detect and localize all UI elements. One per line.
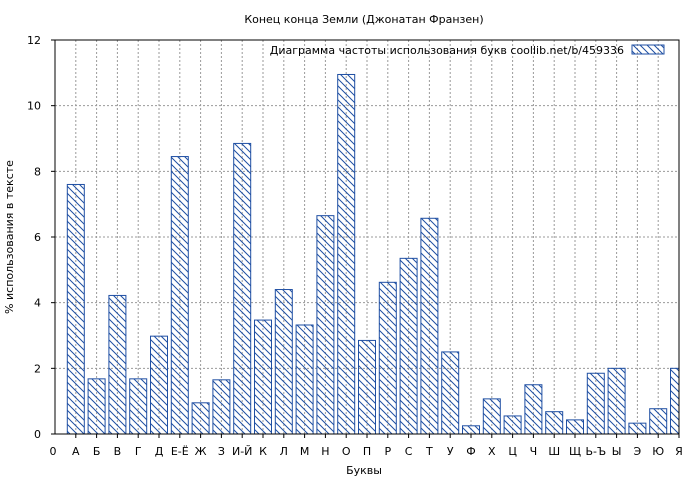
bar-6 (170, 156, 189, 435)
x-tick-label: У (447, 445, 454, 458)
bar-23 (524, 384, 543, 435)
x-tick-label: Б (93, 445, 101, 458)
x-tick-label: Ф (466, 445, 475, 458)
x-tick-label: Ц (508, 445, 517, 458)
bar-1 (66, 183, 85, 435)
x-tick-label: Г (135, 445, 142, 458)
x-tick-label: О (342, 445, 351, 458)
bar-18 (420, 217, 439, 435)
x-tick-label: С (405, 445, 413, 458)
x-tick-label: З (218, 445, 225, 458)
x-tick-label: И-Й (232, 445, 252, 458)
legend-swatch (631, 44, 665, 55)
x-origin-label: 0 (50, 445, 57, 458)
x-tick-label: Я (675, 445, 683, 458)
y-tick-label: 12 (27, 34, 41, 47)
x-tick-label: К (259, 445, 267, 458)
bar-21 (482, 398, 501, 435)
x-axis-ticks: 0 А Б В Г Д Е-Ё Ж З И-Й К Л М Н О П Р С Т У Ф Х Ц Ч Ш Щ Ь-Ъ Ы Э Ю Я (50, 434, 683, 458)
y-tick-label: 6 (34, 231, 41, 244)
x-tick-label: Д (155, 445, 164, 458)
x-tick-label: Э (634, 445, 642, 458)
x-tick-label: Щ (569, 445, 581, 458)
bar-24 (545, 411, 564, 435)
bar-10 (254, 319, 272, 435)
bar-14 (337, 73, 356, 435)
x-tick-label: Н (321, 445, 329, 458)
bar-13 (316, 215, 335, 435)
x-tick-label: Л (280, 445, 288, 458)
bar-16 (378, 281, 397, 435)
bar-5 (150, 335, 168, 435)
bar-7 (191, 402, 210, 435)
y-axis-ticks: 0 2 4 6 8 10 12 (27, 34, 55, 441)
y-tick-label: 10 (27, 100, 41, 113)
bar-2 (87, 378, 106, 435)
y-tick-label: 4 (34, 297, 41, 310)
bar-9 (233, 142, 252, 435)
chart-title: Конец конца Земли (Джонатан Франзен) (244, 13, 483, 26)
x-tick-label: Ш (548, 445, 560, 458)
x-tick-label: П (363, 445, 371, 458)
bar-11 (274, 289, 293, 435)
bar-20 (462, 425, 480, 435)
x-tick-label: Ч (530, 445, 538, 458)
y-axis-label: % использования в тексте (3, 160, 16, 314)
bar-4 (129, 378, 148, 435)
x-tick-label: Е-Ё (171, 445, 189, 458)
bar-25 (566, 419, 584, 435)
bar-19 (441, 351, 460, 435)
bar-3 (108, 294, 127, 435)
x-axis-label: Буквы (346, 464, 382, 477)
x-tick-label: Т (425, 445, 433, 458)
y-tick-label: 8 (34, 165, 41, 178)
x-tick-label: А (72, 445, 80, 458)
legend: Диаграмма частоты использования букв coo… (270, 44, 665, 57)
bar-29 (649, 408, 668, 435)
x-tick-label: Ы (612, 445, 622, 458)
bar-8 (212, 379, 231, 435)
bar-27 (607, 367, 626, 435)
bar-15 (358, 339, 376, 435)
x-tick-label: Ю (652, 445, 664, 458)
bar-17 (399, 257, 418, 435)
bar-22 (503, 415, 522, 435)
bar-28 (628, 422, 647, 435)
x-tick-label: М (300, 445, 310, 458)
bar-12 (295, 324, 314, 435)
legend-label: Диаграмма частоты использования букв coo… (270, 44, 624, 57)
x-tick-label: Ь-Ъ (585, 445, 606, 458)
x-tick-label: В (114, 445, 122, 458)
bar-30 (670, 367, 680, 435)
x-tick-label: Р (384, 445, 391, 458)
y-tick-label: 2 (34, 362, 41, 375)
x-tick-label: Х (488, 445, 496, 458)
bar-26 (586, 372, 605, 435)
x-tick-label: Ж (195, 445, 207, 458)
y-tick-label: 0 (34, 428, 41, 441)
